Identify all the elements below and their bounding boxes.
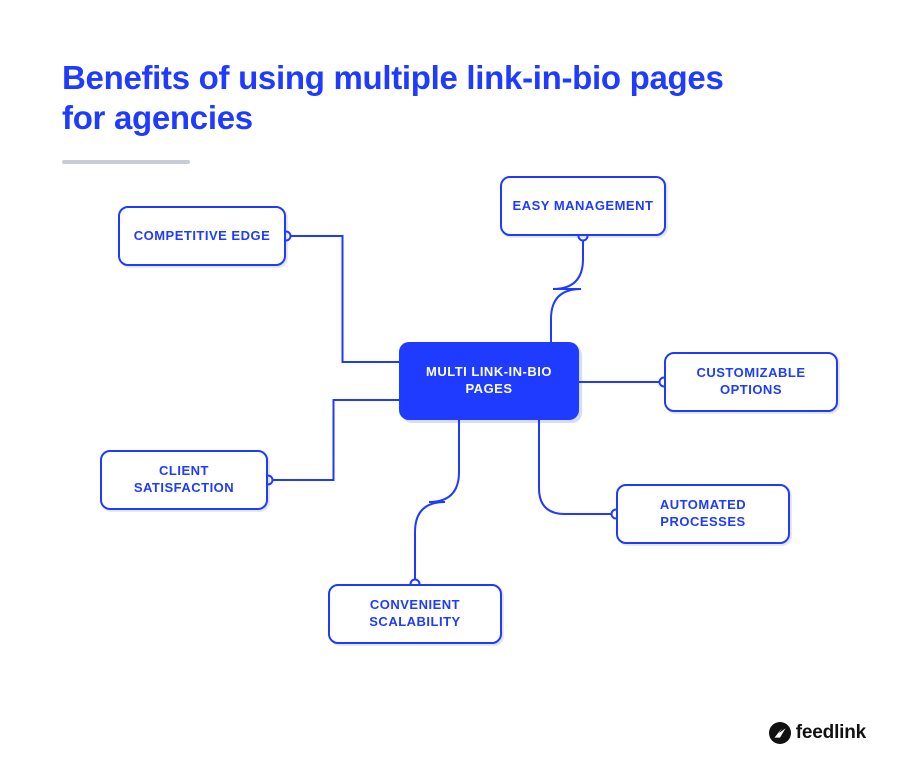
brand-logo: feedlink [769,722,866,744]
page-title: Benefits of using multiple link-in-bio p… [62,58,742,139]
brand-icon [769,722,791,744]
brand-name: feedlink [796,722,866,744]
node-easy-management: EASY MANAGEMENT [500,176,666,236]
node-client-satisfaction: CLIENT SATISFACTION [100,450,268,510]
node-customizable-options: CUSTOMIZABLE OPTIONS [664,352,838,412]
node-automated-processes: AUTOMATED PROCESSES [616,484,790,544]
title-underline [62,160,190,164]
node-convenient-scalability: CONVENIENT SCALABILITY [328,584,502,644]
node-competitive-edge: COMPETITIVE EDGE [118,206,286,266]
central-node: MULTI LINK-IN-BIO PAGES [399,342,579,420]
